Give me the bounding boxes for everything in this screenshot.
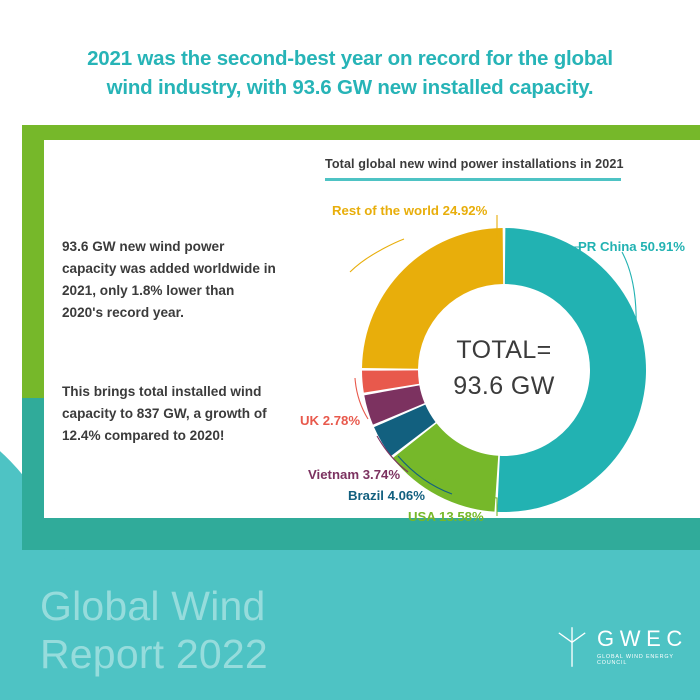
chart-title-underline <box>325 178 621 181</box>
gwec-text: GWEC GLOBAL WIND ENERGY COUNCIL <box>597 626 700 667</box>
page-headline: 2021 was the second-best year on record … <box>87 47 613 100</box>
body-paragraph-2: This brings total installed wind capacit… <box>62 384 267 444</box>
report-title: Global Wind Report 2022 <box>40 583 268 679</box>
donut-slice-rest-of-the-world[interactable] <box>362 228 504 369</box>
wind-turbine-icon <box>558 627 586 667</box>
pie-label-vietnam: Vietnam 3.74% <box>308 467 401 482</box>
card-frame-tealgreen-bottom <box>22 518 700 550</box>
pie-label-usa: USA 13.58% <box>408 509 484 524</box>
donut-slice-pr-china[interactable] <box>497 228 647 513</box>
report-title-line-2: Report 2022 <box>40 630 268 677</box>
pie-label-brazil: Brazil 4.06% <box>348 488 425 503</box>
chart-title: Total global new wind power installation… <box>325 157 624 171</box>
pie-label-uk: UK 2.78% <box>300 413 361 428</box>
gwec-wordmark: GWEC <box>597 626 688 651</box>
donut-center-total-label: TOTAL= <box>456 336 552 364</box>
donut-center-total-value: 93.6 GW <box>453 372 555 400</box>
donut-slice-uk[interactable] <box>362 370 420 393</box>
report-title-line-1: Global Wind <box>40 583 266 629</box>
bottom-teal-band <box>0 548 700 700</box>
pie-label-rest-of-world: Rest of the world 24.92% <box>332 203 488 218</box>
pie-label-pr-china: PR China 50.91% <box>578 239 686 254</box>
body-paragraph-1: 93.6 GW new wind power capacity was adde… <box>62 239 276 321</box>
donut-slice-vietnam[interactable] <box>364 385 425 425</box>
gwec-subtitle: GLOBAL WIND ENERGY COUNCIL <box>597 654 674 666</box>
gwec-logo: GWEC GLOBAL WIND ENERGY COUNCIL <box>556 626 700 668</box>
